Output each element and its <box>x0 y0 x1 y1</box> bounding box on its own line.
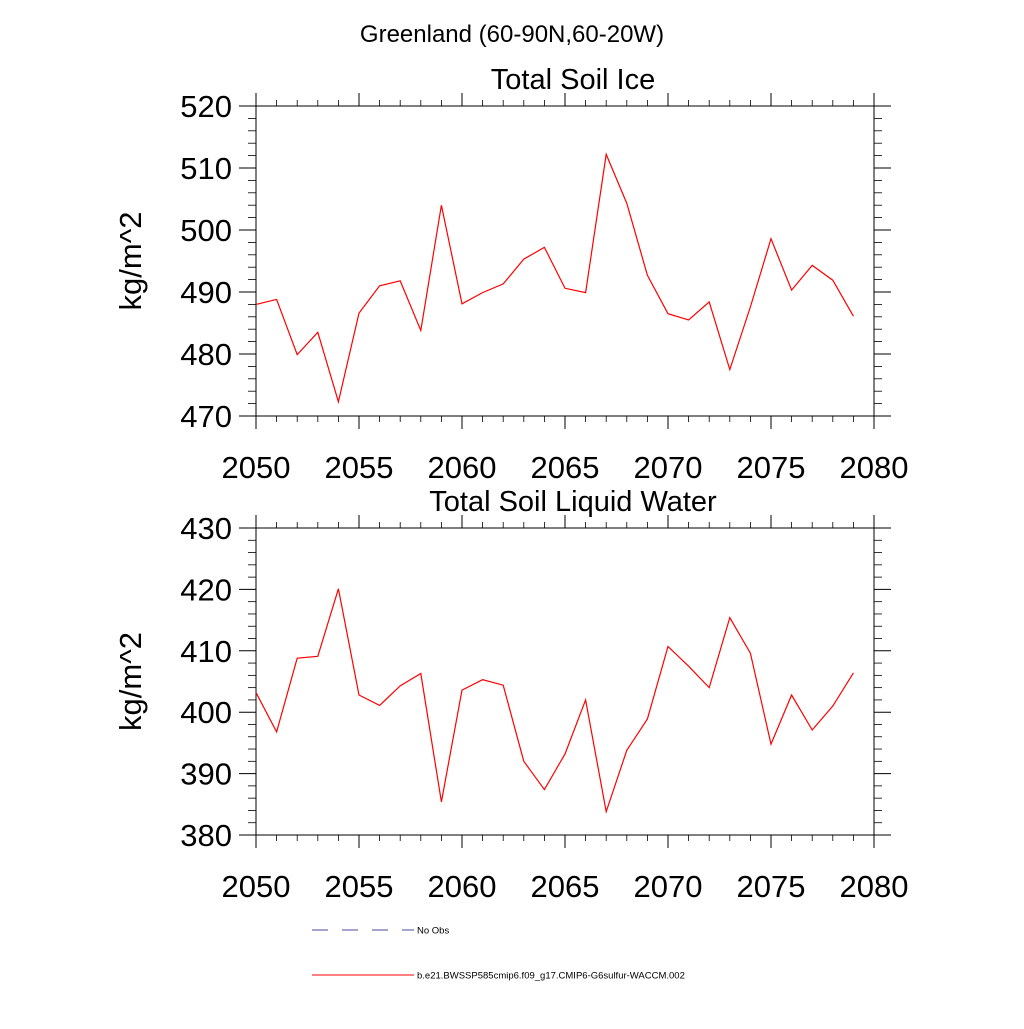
x-tick-label: 2070 <box>634 450 703 485</box>
x-tick-label: 2050 <box>222 450 291 485</box>
y-tick-label: 430 <box>180 511 232 546</box>
y-tick-label: 500 <box>180 213 232 248</box>
y-tick-label: 510 <box>180 151 232 186</box>
x-tick-label: 2070 <box>634 869 703 904</box>
x-tick-label: 2055 <box>325 869 394 904</box>
x-tick-label: 2065 <box>531 869 600 904</box>
x-tick-label: 2055 <box>325 450 394 485</box>
figure-suptitle: Greenland (60-90N,60-20W) <box>360 21 664 48</box>
legend: No Obs b.e21.BWSSP585cmip6.f09_g17.CMIP6-… <box>312 926 685 982</box>
x-tick-label: 2065 <box>531 450 600 485</box>
y-axis-label: kg/m^2 <box>113 632 148 731</box>
y-tick-label: 410 <box>180 634 232 669</box>
x-tick-label: 2075 <box>737 450 806 485</box>
legend-label: No Obs <box>417 926 449 937</box>
y-tick-label: 490 <box>180 275 232 310</box>
x-tick-label: 2080 <box>840 869 909 904</box>
x-tick-label: 2050 <box>222 869 291 904</box>
y-tick-label: 470 <box>180 399 232 434</box>
plots-group: Total Soil Ice kg/m^2 2050 2055 2060 2065 2070… <box>113 64 908 904</box>
y-tick-label: 390 <box>180 757 232 792</box>
y-axis-label: kg/m^2 <box>113 212 148 311</box>
panel-2: Total Soil Liquid Water kg/m^2 2050 2055 206… <box>113 486 908 904</box>
series-line <box>255 588 854 815</box>
y-tick-label: 480 <box>180 337 232 372</box>
series-line <box>255 152 854 405</box>
legend-item: No Obs <box>312 926 449 937</box>
x-tick-label: 2060 <box>428 450 497 485</box>
y-tick-label: 520 <box>180 89 232 124</box>
y-tick-label: 400 <box>180 695 232 730</box>
x-tick-label: 2075 <box>737 869 806 904</box>
legend-label: b.e21.BWSSP585cmip6.f09_g17.CMIP6-G6sulf… <box>417 971 685 982</box>
chart-title: Total Soil Liquid Water <box>429 486 717 518</box>
x-tick-label: 2060 <box>428 869 497 904</box>
chart-title: Total Soil Ice <box>491 64 655 96</box>
legend-item: b.e21.BWSSP585cmip6.f09_g17.CMIP6-G6sulf… <box>312 971 685 982</box>
y-tick-label: 380 <box>180 818 232 853</box>
panel-1: Total Soil Ice kg/m^2 2050 2055 2060 2065 2070… <box>113 64 908 485</box>
x-tick-label: 2080 <box>840 450 909 485</box>
y-tick-label: 420 <box>180 572 232 607</box>
